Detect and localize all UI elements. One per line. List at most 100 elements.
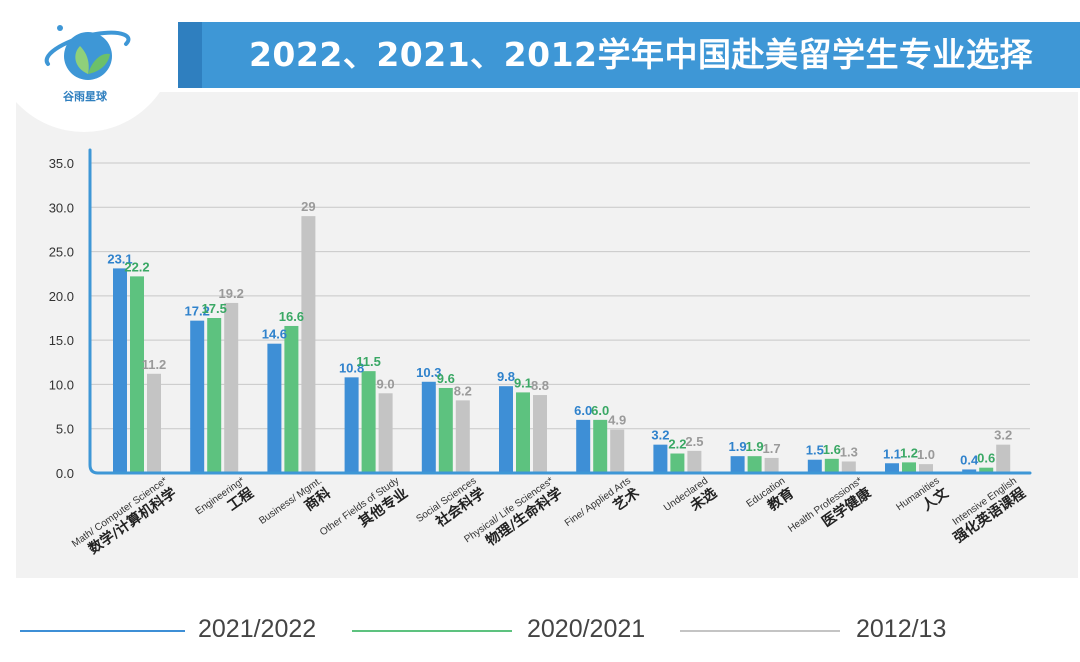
bar-fine-applied-arts-2012-13 bbox=[610, 429, 625, 473]
data-label: 2.5 bbox=[685, 434, 703, 449]
data-label: 4.9 bbox=[608, 413, 626, 428]
data-label: 1.7 bbox=[763, 441, 781, 456]
page-title: 2022、2021、2012学年中国赴美留学生专业选择 bbox=[248, 35, 1034, 74]
data-label: 23.1 bbox=[107, 251, 132, 266]
legend-label-2012-13: 2012/13 bbox=[856, 615, 947, 643]
data-label: 22.2 bbox=[124, 259, 149, 274]
bar-business-mgmt-2020-2021 bbox=[284, 325, 299, 473]
data-label: 11.2 bbox=[142, 357, 167, 372]
planet-ring-icon bbox=[44, 30, 131, 66]
data-label: 11.5 bbox=[356, 354, 381, 369]
data-label: 1.5 bbox=[806, 443, 824, 458]
bar-fine-applied-arts-2021-2022 bbox=[576, 419, 591, 473]
data-labels: 23.122.2 11.2 17.217.519.2 14.6 16.6 29 10.811… bbox=[107, 199, 1012, 467]
data-label: 10.8 bbox=[339, 360, 364, 375]
data-label: 19.2 bbox=[219, 286, 244, 301]
bar-intensive-english-2021-2022 bbox=[962, 469, 977, 473]
bar-social-sciences-2021-2022 bbox=[421, 381, 436, 473]
y-tick-label: 20.0 bbox=[49, 289, 74, 304]
bar-business-mgmt-2021-2022 bbox=[267, 343, 282, 473]
data-label: 9.8 bbox=[497, 369, 515, 384]
legend-line-2012-13 bbox=[680, 630, 840, 632]
sparkle-icon bbox=[57, 25, 63, 31]
header-band bbox=[178, 22, 1080, 88]
bar-math-computer-science-2021-2022 bbox=[113, 268, 127, 473]
bar-undeclared-2012-13 bbox=[687, 450, 702, 473]
bar-engineering-2021-2022 bbox=[190, 320, 205, 473]
y-tick-label: 10.0 bbox=[49, 377, 74, 392]
data-label: 0.4 bbox=[960, 452, 979, 467]
data-label: 29 bbox=[301, 199, 315, 214]
data-label: 1.9 bbox=[729, 439, 747, 454]
bar-undeclared-2020-2021 bbox=[670, 453, 685, 473]
planet-logo-icon bbox=[44, 25, 131, 80]
bar-physical-life-sciences-2012-13 bbox=[533, 395, 547, 473]
data-label: 6.0 bbox=[591, 403, 609, 418]
bar-health-professions-2020-2021 bbox=[824, 458, 839, 473]
bar-business-mgmt-2012-13 bbox=[301, 216, 316, 473]
bar-intensive-english-2012-13 bbox=[996, 444, 1011, 473]
bars bbox=[113, 216, 1011, 473]
bar-fine-applied-arts-2020-2021 bbox=[593, 419, 608, 473]
data-label: 1.1 bbox=[883, 446, 901, 461]
leaf-right-icon bbox=[88, 53, 110, 74]
legend-label-2021-2022: 2021/2022 bbox=[198, 615, 317, 643]
header-accent-tab bbox=[178, 22, 202, 88]
bar-engineering-2012-13 bbox=[224, 302, 239, 473]
data-label: 10.3 bbox=[416, 365, 441, 380]
x-category-health-professions: Health Professions*医学健康 bbox=[786, 475, 875, 534]
data-label: 16.6 bbox=[279, 309, 304, 324]
data-label: 17.2 bbox=[185, 304, 210, 319]
legend-label-2020-2021: 2020/2021 bbox=[527, 615, 646, 643]
data-label: 1.0 bbox=[917, 447, 935, 462]
data-label: 9.6 bbox=[437, 371, 455, 386]
y-tick-label: 15.0 bbox=[49, 333, 74, 348]
legend-line-2021-2022 bbox=[20, 630, 185, 632]
x-axis-categories: Math/ Computer Science*数学/计算机科学 Engineeri… bbox=[70, 475, 1029, 557]
y-tick-label: 35.0 bbox=[49, 156, 74, 171]
data-label: 3.2 bbox=[994, 428, 1012, 443]
bar-other-fields-of-study-2020-2021 bbox=[361, 371, 376, 473]
bar-math-computer-science-2012-13 bbox=[147, 373, 161, 473]
data-label: 3.2 bbox=[651, 428, 669, 443]
axis-line bbox=[88, 148, 1032, 475]
data-label: 17.5 bbox=[202, 301, 227, 316]
data-label: 1.3 bbox=[840, 444, 858, 459]
bar-intensive-english-2020-2021 bbox=[979, 467, 994, 473]
data-label: 8.2 bbox=[454, 383, 472, 398]
bar-physical-life-sciences-2020-2021 bbox=[516, 392, 530, 473]
y-tick-label: 0.0 bbox=[56, 466, 74, 481]
y-tick-label: 25.0 bbox=[49, 245, 74, 260]
data-label: 1.9 bbox=[746, 439, 764, 454]
data-label: 1.2 bbox=[900, 445, 918, 460]
y-axis-ticks: 0.0 5.0 10.0 15.0 20.0 25.0 30.0 35.0 bbox=[49, 156, 74, 481]
data-label: 6.0 bbox=[574, 403, 592, 418]
leaf-left-icon bbox=[75, 46, 89, 74]
y-tick-label: 30.0 bbox=[49, 200, 74, 215]
grid-lines bbox=[90, 162, 1030, 430]
bar-education-2012-13 bbox=[764, 457, 779, 473]
bar-undeclared-2021-2022 bbox=[653, 444, 668, 473]
bar-social-sciences-2012-13 bbox=[455, 400, 470, 473]
bar-education-2021-2022 bbox=[730, 456, 745, 473]
data-label: 9.1 bbox=[514, 375, 532, 390]
legend-line-2020-2021 bbox=[352, 630, 512, 632]
data-label: 1.6 bbox=[823, 442, 841, 457]
bar-humanities-2020-2021 bbox=[902, 462, 916, 473]
y-tick-label: 5.0 bbox=[56, 422, 74, 437]
data-label: 2.2 bbox=[668, 437, 686, 452]
x-category-math-computer-science: Math/ Computer Science*数学/计算机科学 bbox=[70, 475, 179, 557]
data-label: 0.6 bbox=[977, 451, 995, 466]
axes bbox=[88, 148, 1032, 475]
data-label: 14.6 bbox=[262, 327, 287, 342]
data-label: 8.8 bbox=[531, 378, 549, 393]
brand-name: 谷雨星球 bbox=[63, 90, 107, 103]
bar-other-fields-of-study-2021-2022 bbox=[344, 377, 359, 473]
